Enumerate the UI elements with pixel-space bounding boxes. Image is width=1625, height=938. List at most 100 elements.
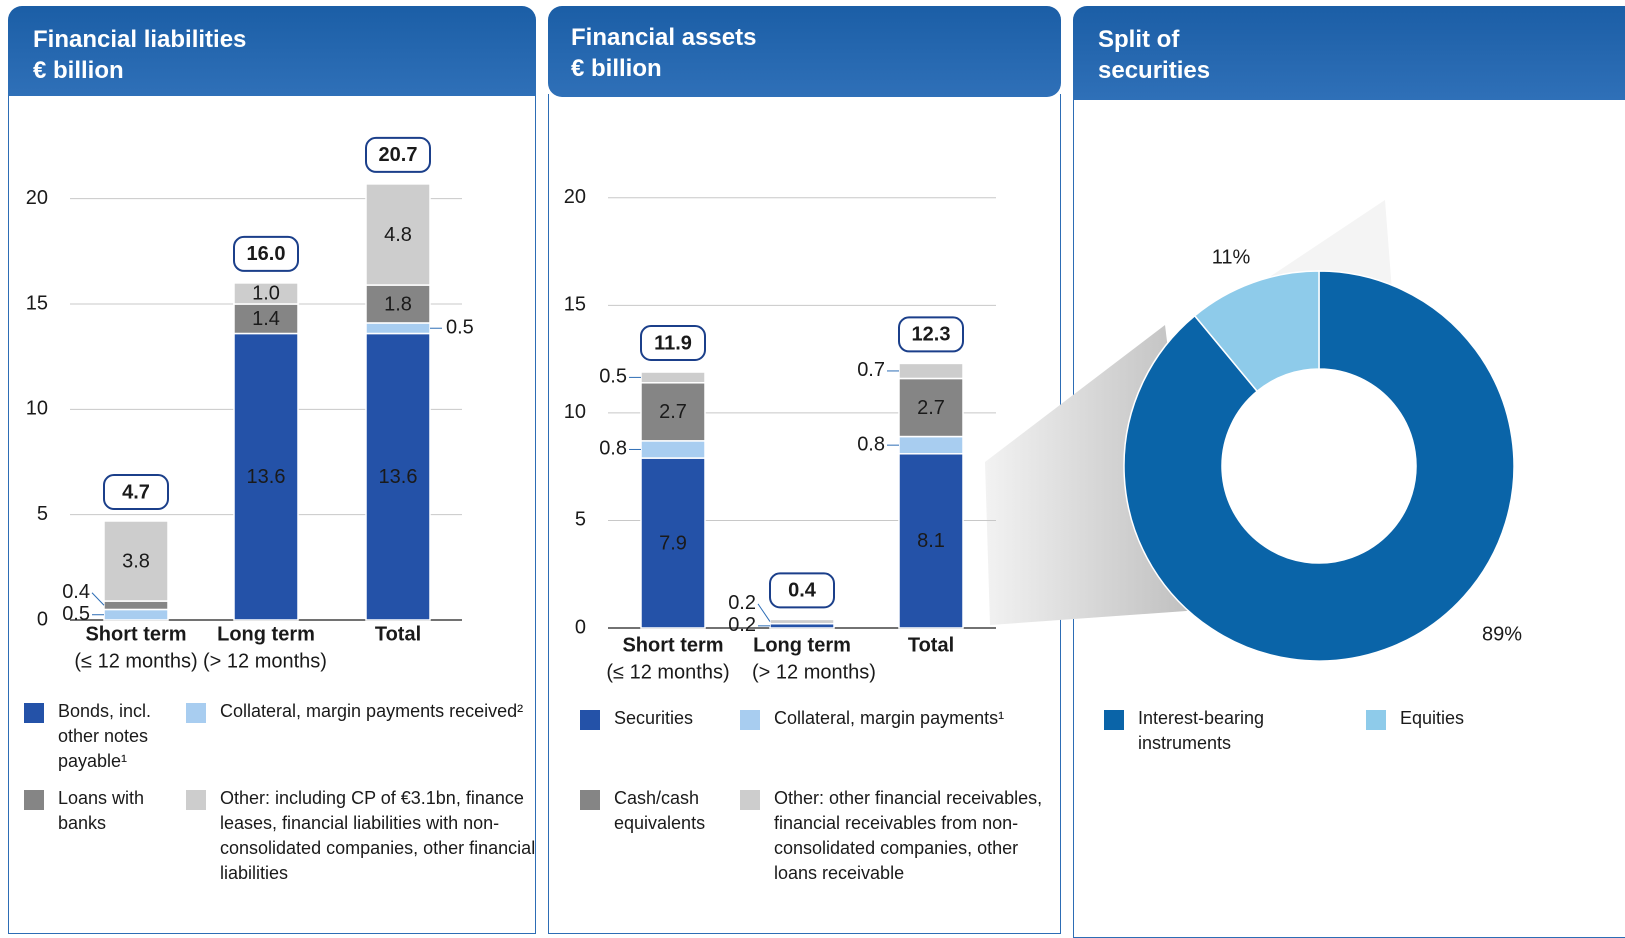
data-label: 8.1 [917, 530, 945, 552]
donut-slice [1193, 270, 1320, 393]
bar-segment [640, 457, 706, 629]
chart-title: Split of securities [1098, 26, 1211, 84]
legend-swatch [580, 790, 600, 810]
y-tick-label: 5 [575, 509, 586, 531]
bar-segment [898, 453, 964, 629]
legend-label: Cash/cash equivalents [614, 788, 706, 833]
x-tick-sublabel: (> 12 months) [752, 661, 876, 683]
legend-swatch [24, 790, 44, 810]
legend-swatch [24, 703, 44, 723]
y-tick-label: 15 [564, 294, 586, 316]
total-box [640, 325, 706, 362]
data-label: 4.8 [384, 224, 412, 246]
legend-label: Interest-bearing instruments [1138, 708, 1265, 753]
bar-segment [898, 435, 964, 455]
legend-label: Securities [614, 708, 694, 728]
data-label: 2.7 [917, 397, 945, 419]
x-tick-label: Long term [217, 623, 315, 645]
x-tick-label: Total [908, 634, 954, 656]
legend-swatch [186, 703, 206, 723]
data-label: 0.2 [728, 592, 756, 614]
legend-swatch [580, 710, 600, 730]
bar-segment [365, 284, 431, 324]
bar-segment [103, 600, 169, 611]
data-label: 0.7 [857, 359, 885, 381]
data-label: 11% [1212, 246, 1251, 268]
legend-label: Other: other financial receivables, fina… [774, 788, 1043, 883]
legend-swatch [740, 710, 760, 730]
leader-line [757, 603, 771, 622]
total-label: 12.3 [912, 324, 951, 346]
y-tick-label: 0 [575, 616, 586, 638]
data-label: 2.7 [659, 401, 687, 423]
data-label: 3.8 [122, 550, 150, 572]
data-label: 0.5 [62, 603, 90, 625]
panel-header: Financial liabilities € billion [8, 6, 536, 96]
bar-segment [365, 183, 431, 286]
y-tick-label: 10 [26, 398, 48, 420]
data-label: 0.8 [857, 433, 885, 455]
legend-swatch [1104, 710, 1124, 730]
bar-segment [103, 520, 169, 602]
total-label: 11.9 [654, 332, 692, 354]
bar-segment [640, 371, 706, 384]
legend-swatch [186, 790, 206, 810]
leader-line [91, 592, 105, 606]
panel-header: Financial assets € billion [548, 6, 1061, 97]
data-label: 0.5 [599, 366, 627, 388]
data-label: 7.9 [659, 532, 687, 554]
x-tick-label: Short term [85, 623, 186, 645]
donut-slice [1123, 270, 1515, 662]
y-tick-label: 15 [26, 292, 48, 314]
data-label: 0.5 [446, 317, 474, 339]
total-label: 0.4 [788, 580, 817, 602]
total-box [233, 235, 299, 272]
legend-label: Collateral, margin payments received² [220, 701, 524, 721]
data-label: 1.0 [252, 283, 280, 305]
chart-subtitle: € billion [33, 57, 124, 84]
total-box [103, 473, 169, 510]
legend-label: Loans with banks [58, 788, 145, 833]
legend-label: Bonds, incl. other notes payable¹ [58, 701, 152, 771]
data-label: 1.4 [252, 308, 280, 330]
legend-label: Collateral, margin payments¹ [774, 708, 1005, 728]
data-label: 13.6 [247, 466, 286, 488]
bar-segment [898, 377, 964, 438]
total-box [769, 572, 835, 609]
y-tick-label: 20 [26, 187, 48, 209]
legend-swatch [1366, 710, 1386, 730]
bar-segment [640, 440, 706, 459]
bar-segment [365, 322, 431, 335]
x-tick-sublabel: (> 12 months) [203, 650, 327, 672]
chart-title: Financial liabilities [33, 26, 247, 53]
chart-subtitle: € billion [571, 55, 662, 82]
data-label: 89% [1482, 623, 1522, 645]
bar-segment [233, 332, 299, 621]
y-tick-label: 20 [564, 186, 586, 208]
panel-header: Split of securities [1073, 6, 1625, 100]
x-tick-label: Long term [753, 634, 851, 656]
y-tick-label: 5 [37, 503, 48, 525]
data-label: 0.8 [599, 438, 627, 460]
total-label: 16.0 [247, 243, 286, 265]
x-tick-sublabel: (≤ 12 months) [74, 650, 197, 672]
x-tick-label: Short term [622, 634, 723, 656]
bar-segment [898, 362, 964, 380]
data-label: 13.6 [379, 466, 418, 488]
bar-segment [103, 608, 169, 621]
total-label: 4.7 [122, 481, 150, 503]
bar-segment [365, 332, 431, 621]
chart-title: Financial assets [571, 24, 757, 51]
data-label: 0.2 [728, 614, 756, 636]
y-tick-label: 0 [37, 608, 48, 630]
x-tick-sublabel: (≤ 12 months) [606, 661, 729, 683]
bar-segment [769, 618, 835, 625]
total-box [898, 316, 964, 353]
y-tick-label: 10 [564, 401, 586, 423]
bar-segment [233, 282, 299, 305]
data-label: 1.8 [384, 293, 412, 315]
total-label: 20.7 [379, 144, 418, 166]
legend-label: Equities [1400, 708, 1465, 728]
